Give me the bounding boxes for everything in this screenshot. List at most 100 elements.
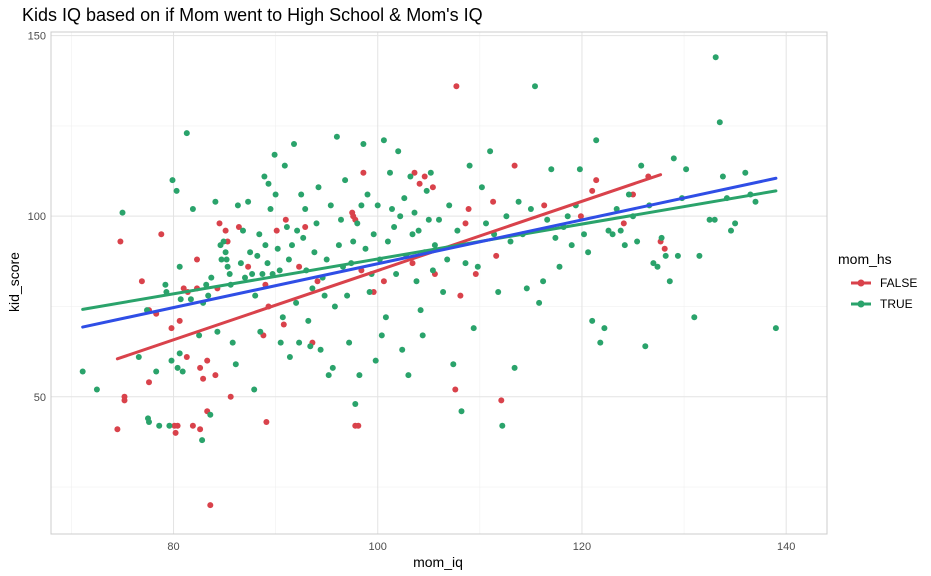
data-point-false <box>176 317 183 324</box>
data-point-true <box>286 354 293 360</box>
data-point-false <box>189 422 196 429</box>
data-point-true <box>174 364 181 371</box>
data-point-true <box>272 191 279 198</box>
data-point-true <box>742 169 749 176</box>
data-point-true <box>196 332 203 339</box>
data-point-true <box>305 317 312 324</box>
data-point-false <box>370 289 377 295</box>
data-point-true <box>417 307 424 314</box>
data-point-true <box>264 260 271 267</box>
data-point-false <box>114 426 121 433</box>
data-point-true <box>331 303 338 310</box>
data-point-false <box>462 220 469 227</box>
data-point-true <box>119 209 126 216</box>
data-point-false <box>511 162 518 169</box>
data-point-false <box>282 216 289 223</box>
data-point-true <box>548 166 555 173</box>
data-point-true <box>177 296 184 303</box>
data-point-false <box>620 220 627 227</box>
x-tick-label: 100 <box>369 541 387 553</box>
data-point-true <box>300 234 307 241</box>
data-point-false <box>280 321 287 328</box>
data-point-true <box>261 173 268 180</box>
data-point-false <box>409 260 416 267</box>
data-point-true <box>609 231 616 238</box>
data-point-true <box>317 346 324 353</box>
data-point-false <box>541 202 548 209</box>
data-point-true <box>384 238 391 245</box>
data-point-true <box>429 267 436 274</box>
data-point-false <box>197 426 204 433</box>
data-point-true <box>382 314 389 321</box>
data-point-false <box>207 502 214 509</box>
data-point-true <box>229 339 236 346</box>
data-point-true <box>415 227 422 234</box>
data-point-true <box>327 202 334 209</box>
data-point-true <box>419 332 426 339</box>
data-point-true <box>146 419 152 425</box>
panel-border <box>50 31 828 535</box>
data-point-true <box>407 173 414 180</box>
data-point-false <box>296 263 303 270</box>
data-point-false <box>416 180 423 187</box>
data-point-true <box>329 364 336 371</box>
data-point-true <box>291 141 297 147</box>
data-point-false <box>216 220 223 227</box>
data-point-true <box>625 191 632 198</box>
data-point-true <box>344 292 351 299</box>
data-point-true <box>249 271 256 277</box>
data-point-true <box>440 289 447 295</box>
data-point-true <box>454 227 461 234</box>
data-point-true <box>696 252 703 259</box>
data-point-true <box>425 216 432 223</box>
data-point-true <box>393 271 400 277</box>
data-point-true <box>395 148 402 155</box>
legend-label: FALSE <box>880 276 917 290</box>
data-point-true <box>271 151 278 158</box>
data-point-true <box>315 184 322 191</box>
data-point-true <box>256 231 263 238</box>
data-point-true <box>153 368 160 375</box>
legend-title: mom_hs <box>838 251 892 267</box>
data-point-true <box>617 227 624 234</box>
data-point-true <box>589 317 596 324</box>
data-point-true <box>302 206 309 212</box>
data-point-false <box>235 224 242 230</box>
data-point-false <box>661 245 668 252</box>
data-point-true <box>462 260 469 267</box>
x-tick-label: 120 <box>573 541 591 553</box>
data-point-true <box>503 213 510 220</box>
data-point-false <box>273 227 280 234</box>
data-point-true <box>706 216 713 223</box>
data-point-true <box>458 408 465 415</box>
data-point-true <box>387 169 393 176</box>
data-point-true <box>323 256 330 263</box>
data-point-false <box>212 372 219 379</box>
data-point-true <box>265 180 272 187</box>
data-point-true <box>413 278 420 285</box>
data-point-true <box>350 238 357 245</box>
data-point-true <box>638 162 645 169</box>
data-point-true <box>289 242 295 249</box>
data-point-false <box>197 364 204 371</box>
data-point-true <box>242 274 248 281</box>
data-point-true <box>298 191 305 198</box>
data-point-true <box>220 238 227 245</box>
data-point-true <box>474 263 481 270</box>
data-point-false <box>302 224 309 230</box>
data-point-false <box>452 386 459 393</box>
data-point-true <box>79 368 86 375</box>
data-point-true <box>356 372 363 379</box>
x-axis-label: mom_iq <box>413 554 463 570</box>
x-tick-label: 140 <box>777 541 795 553</box>
data-point-true <box>444 256 451 263</box>
data-point-true <box>333 133 340 140</box>
data-point-true <box>189 206 196 212</box>
data-point-true <box>532 83 538 90</box>
data-point-true <box>597 339 604 346</box>
data-point-true <box>283 224 290 230</box>
data-point-false <box>498 397 505 404</box>
data-point-true <box>372 357 379 364</box>
data-point-true <box>719 173 726 180</box>
